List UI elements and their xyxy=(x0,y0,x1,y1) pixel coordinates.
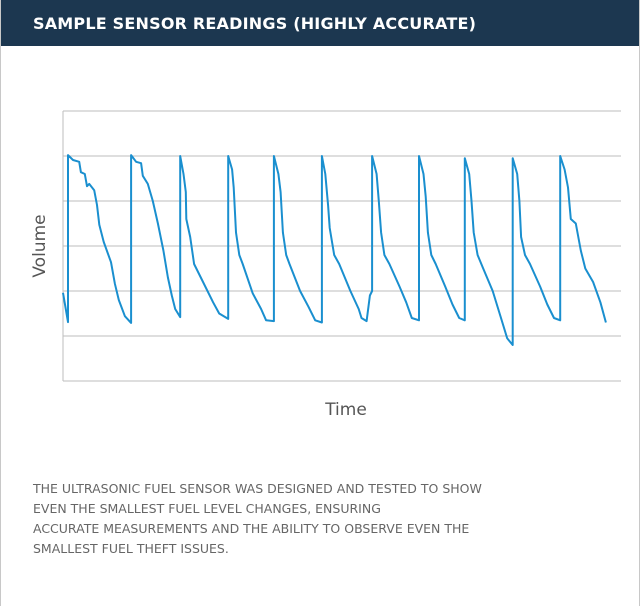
chart: Volume Time xyxy=(30,110,621,420)
line xyxy=(62,154,607,346)
header-title: SAMPLE SENSOR READINGS (HIGHLY ACCURATE) xyxy=(33,14,477,33)
description-line: ACCURATE MEASUREMENTS AND THE ABILITY TO… xyxy=(33,521,470,536)
description-line: SMALLEST FUEL THEFT ISSUES. xyxy=(33,541,229,556)
x-axis-label: Time xyxy=(324,400,367,420)
description: THE ULTRASONIC FUEL SENSOR WAS DESIGNED … xyxy=(33,479,613,559)
y-axis-label: Volume xyxy=(30,214,50,277)
description-line: EVEN THE SMALLEST FUEL LEVEL CHANGES, EN… xyxy=(33,501,381,516)
header: SAMPLE SENSOR READINGS (HIGHLY ACCURATE) xyxy=(1,0,639,46)
description-line: THE ULTRASONIC FUEL SENSOR WAS DESIGNED … xyxy=(33,481,482,496)
